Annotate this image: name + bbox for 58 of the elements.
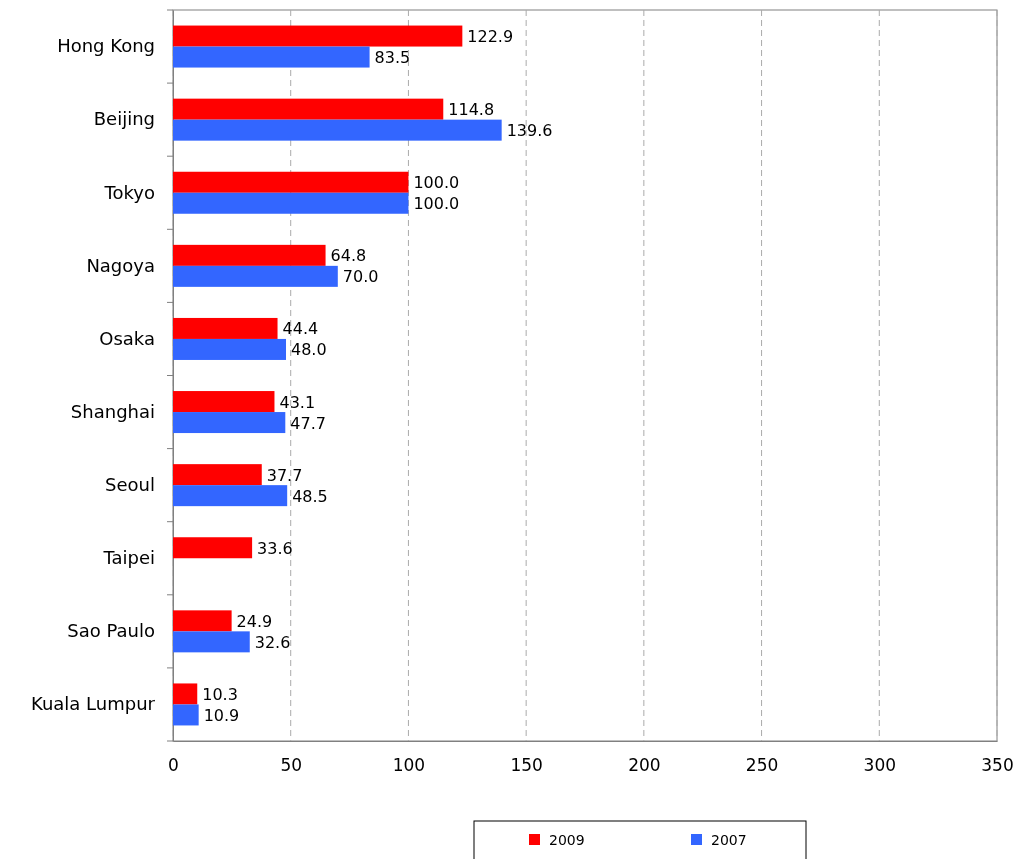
bar <box>173 412 286 434</box>
bar <box>173 631 250 653</box>
data-label: 33.6 <box>257 538 293 558</box>
y-tick-label: Kuala Lumpur <box>31 693 156 715</box>
bar <box>173 485 288 507</box>
legend-label: 2007 <box>711 832 747 848</box>
data-label: 48.0 <box>291 340 327 360</box>
x-tick-label: 200 <box>628 755 661 776</box>
bar <box>173 119 502 141</box>
data-label: 139.6 <box>506 121 553 141</box>
bar <box>173 338 287 360</box>
data-label: 64.8 <box>330 246 367 266</box>
y-tick-label: Beijing <box>93 108 155 130</box>
bar <box>173 317 278 339</box>
bar <box>173 192 409 214</box>
x-tick-label: 250 <box>745 755 779 776</box>
data-label: 32.6 <box>254 632 291 652</box>
y-tick-label: Osaka <box>99 327 155 349</box>
bar <box>173 265 338 287</box>
data-label: 10.9 <box>203 705 240 725</box>
x-tick-label: 350 <box>981 755 1014 776</box>
data-label: 10.3 <box>202 684 238 704</box>
data-label: 24.9 <box>236 611 273 631</box>
bar <box>173 244 326 266</box>
data-label: 37.7 <box>266 465 303 485</box>
bar <box>173 610 232 632</box>
data-label: 100.0 <box>413 173 460 193</box>
data-label: 114.8 <box>448 100 495 120</box>
x-tick-label: 100 <box>392 755 426 776</box>
bar <box>173 46 370 68</box>
bar <box>173 464 262 486</box>
y-tick-label: Nagoya <box>86 254 155 276</box>
bar <box>173 537 253 559</box>
y-tick-label: Seoul <box>105 473 155 495</box>
bar <box>173 683 198 705</box>
data-label: 44.4 <box>282 319 319 339</box>
data-label: 100.0 <box>413 194 460 214</box>
legend-label: 2009 <box>549 832 585 848</box>
y-tick-label: Shanghai <box>70 400 155 422</box>
y-tick-label: Sao Paulo <box>67 620 155 642</box>
data-label: 48.5 <box>292 486 328 506</box>
x-tick-label: 0 <box>168 755 179 776</box>
data-label: 70.0 <box>342 267 379 287</box>
x-tick-label: 300 <box>863 755 897 776</box>
y-tick-label: Tokyo <box>103 181 155 203</box>
y-tick-label: Hong Kong <box>57 35 155 57</box>
bar <box>173 171 409 193</box>
data-label: 122.9 <box>467 27 514 47</box>
bar <box>173 391 275 413</box>
bar <box>173 25 463 47</box>
x-tick-label: 50 <box>280 755 303 776</box>
x-tick-label: 150 <box>510 755 543 776</box>
bar <box>173 98 444 120</box>
data-label: 43.1 <box>279 392 316 412</box>
y-tick-label: Taipei <box>102 547 155 569</box>
bar <box>173 704 199 726</box>
data-label: 47.7 <box>290 413 326 433</box>
data-label: 83.5 <box>374 48 411 68</box>
